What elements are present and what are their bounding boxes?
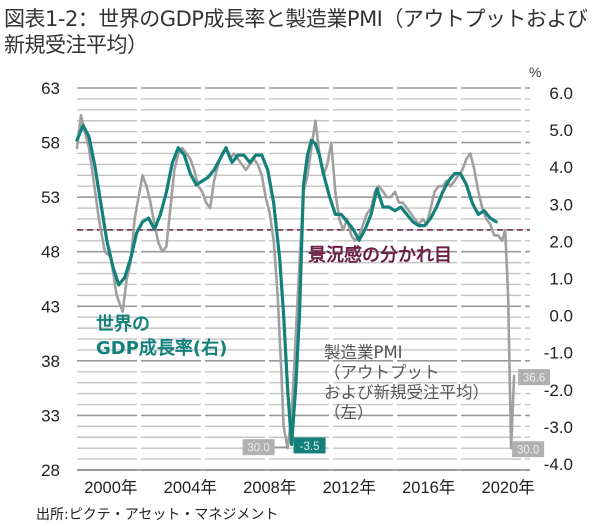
pmi-series-label: 製造業PMI xyxy=(324,343,403,362)
right-tick-label: -3.0 xyxy=(544,418,573,437)
chart-title: 図表1-2：世界のGDP成長率と製造業PMI（アウトプットおよび新規受注平均） xyxy=(4,7,588,57)
right-tick-label: -4.0 xyxy=(544,455,573,474)
right-tick-label: 2.0 xyxy=(549,232,573,251)
x-tick-label: 2004年 xyxy=(164,478,217,497)
pmi-series-label: （左） xyxy=(324,403,374,422)
series-group xyxy=(75,114,516,450)
gdp-series-label: 世界の xyxy=(96,314,150,335)
x-tick-label: 2008年 xyxy=(243,478,296,497)
pmi-2020-low-label-box xyxy=(512,441,545,458)
gdp-series-label: GDP成長率(右) xyxy=(96,337,227,359)
left-tick-label: 58 xyxy=(41,134,60,153)
gdp-2009-low-label-box xyxy=(293,437,326,454)
pmi-2009-low-label: 30.0 xyxy=(247,443,269,455)
x-tick-label: 2012年 xyxy=(323,478,376,497)
threshold-label: 景況感の分かれ目 xyxy=(308,244,452,266)
x-tick-label: 2000年 xyxy=(84,478,137,497)
right-tick-label: 1.0 xyxy=(549,270,573,289)
right-tick-label: 0.0 xyxy=(549,307,573,326)
right-tick-label: -1.0 xyxy=(544,344,573,363)
left-axis: 63 58 53 48 43 38 33 28 xyxy=(41,79,60,480)
left-tick-label: 38 xyxy=(41,352,60,371)
gridlines xyxy=(77,87,530,471)
left-tick-label: 43 xyxy=(41,297,60,316)
right-tick-label: 6.0 xyxy=(549,84,573,103)
left-tick-label: 63 xyxy=(41,79,60,98)
pmi-2020-latest-label-box xyxy=(518,369,551,386)
left-tick-label: 28 xyxy=(41,461,60,480)
right-axis: 6.0 5.0 4.0 3.0 2.0 1.0 0.0 -1.0 -2.0 -3.0 -4.0 xyxy=(544,84,573,474)
pmi-2020-low-label: 30.0 xyxy=(517,445,539,457)
source-note: 出所:ピクテ・アセット・マネジメント xyxy=(36,507,279,523)
x-tick-label: 2016年 xyxy=(402,478,455,497)
x-axis: 2000年 2004年 2008年 2012年 2016年 2020年 xyxy=(77,469,535,497)
right-tick-label: 5.0 xyxy=(549,121,573,140)
x-tick-label: 2020年 xyxy=(482,478,535,497)
pmi-2009-low-label-box xyxy=(242,439,275,456)
pmi-series-label: および新規受注平均） xyxy=(324,383,489,402)
left-tick-label: 48 xyxy=(41,243,60,262)
right-tick-label: 4.0 xyxy=(549,158,573,177)
left-tick-label: 53 xyxy=(41,188,60,207)
right-tick-label: 3.0 xyxy=(549,195,573,214)
left-tick-label: 33 xyxy=(41,406,60,425)
right-unit-label: % xyxy=(529,64,541,80)
gdp-2009-low-label: -3.5 xyxy=(300,441,320,453)
pmi-2020-latest-label: 36.6 xyxy=(523,373,545,385)
right-tick-label: -2.0 xyxy=(544,381,573,400)
series-labels: 世界のGDP成長率(右) 製造業PMI（アウトプットおよび新規受注平均）（左） xyxy=(96,314,489,422)
gdp-series-line xyxy=(75,123,498,446)
pmi-series-label: （アウトプット xyxy=(324,363,440,382)
annotations: 30.0 -3.5 30.0 36.6 xyxy=(242,369,551,458)
